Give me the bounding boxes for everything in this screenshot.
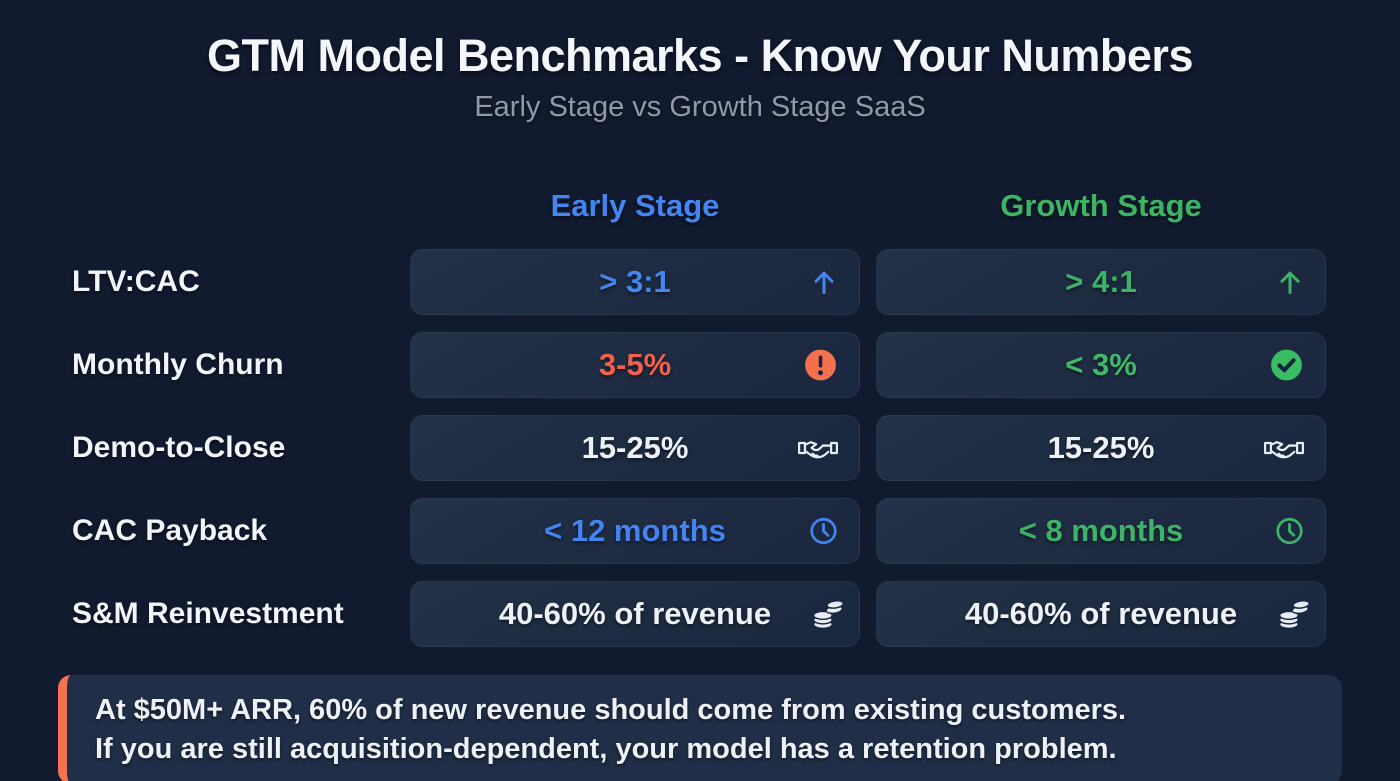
alert-circle-icon [802, 347, 839, 384]
metric-value: 3-5% [598, 347, 672, 382]
cell-monthly-churn-growth: < 3% [876, 332, 1326, 398]
metric-value: > 3:1 [599, 264, 671, 299]
row-label-demo-to-close: Demo-to-Close [72, 431, 286, 464]
metric-value: < 8 months [1018, 513, 1184, 548]
handshake-icon [1263, 435, 1305, 462]
cell-monthly-churn-early: 3-5% [410, 332, 860, 398]
page-subtitle: Early Stage vs Growth Stage SaaS [474, 91, 926, 123]
row-label-sm-reinvestment: S&M Reinvestment [72, 597, 344, 630]
metric-value: 15-25% [1047, 430, 1155, 465]
metric-value: < 3% [1065, 347, 1137, 382]
clock-icon [808, 516, 839, 547]
metric-value: 40-60% of revenue [498, 596, 772, 631]
coins-icon [811, 597, 845, 631]
cell-cac-payback-early: < 12 months [410, 498, 860, 564]
cell-cac-payback-growth: < 8 months [876, 498, 1326, 564]
benchmark-table: Early Stage Growth Stage LTV:CAC > 3:1 >… [58, 166, 1342, 647]
row-label-monthly-churn: Monthly Churn [72, 348, 284, 381]
callout-box: At $50M+ ARR, 60% of new revenue should … [58, 675, 1342, 781]
cell-ltv-cac-growth: > 4:1 [876, 249, 1326, 315]
page-header: GTM Model Benchmarks - Know Your Numbers… [0, 0, 1400, 124]
callout-text-line2: If you are still acquisition-dependent, … [95, 732, 1117, 765]
arrow-up-icon [1275, 267, 1305, 297]
cell-ltv-cac-early: > 3:1 [410, 249, 860, 315]
metric-value: > 4:1 [1065, 264, 1137, 299]
check-circle-icon [1268, 347, 1305, 384]
column-header-early-stage: Early Stage [550, 188, 720, 223]
handshake-icon [797, 435, 839, 462]
cell-demo-to-close-early: 15-25% [410, 415, 860, 481]
coins-icon [1277, 597, 1311, 631]
metric-value: 40-60% of revenue [964, 596, 1238, 631]
cell-demo-to-close-growth: 15-25% [876, 415, 1326, 481]
clock-icon [1274, 516, 1305, 547]
corner-spacer [58, 188, 394, 232]
cell-sm-reinvestment-growth: 40-60% of revenue [876, 581, 1326, 647]
arrow-up-icon [809, 267, 839, 297]
metric-value: < 12 months [544, 513, 726, 548]
row-label-ltv-cac: LTV:CAC [72, 265, 200, 298]
metric-value: 15-25% [581, 430, 689, 465]
cell-sm-reinvestment-early: 40-60% of revenue [410, 581, 860, 647]
row-label-cac-payback: CAC Payback [72, 514, 268, 547]
callout-text-line1: At $50M+ ARR, 60% of new revenue should … [95, 693, 1127, 726]
page-title: GTM Model Benchmarks - Know Your Numbers [207, 30, 1193, 81]
column-header-growth-stage: Growth Stage [1000, 188, 1202, 223]
